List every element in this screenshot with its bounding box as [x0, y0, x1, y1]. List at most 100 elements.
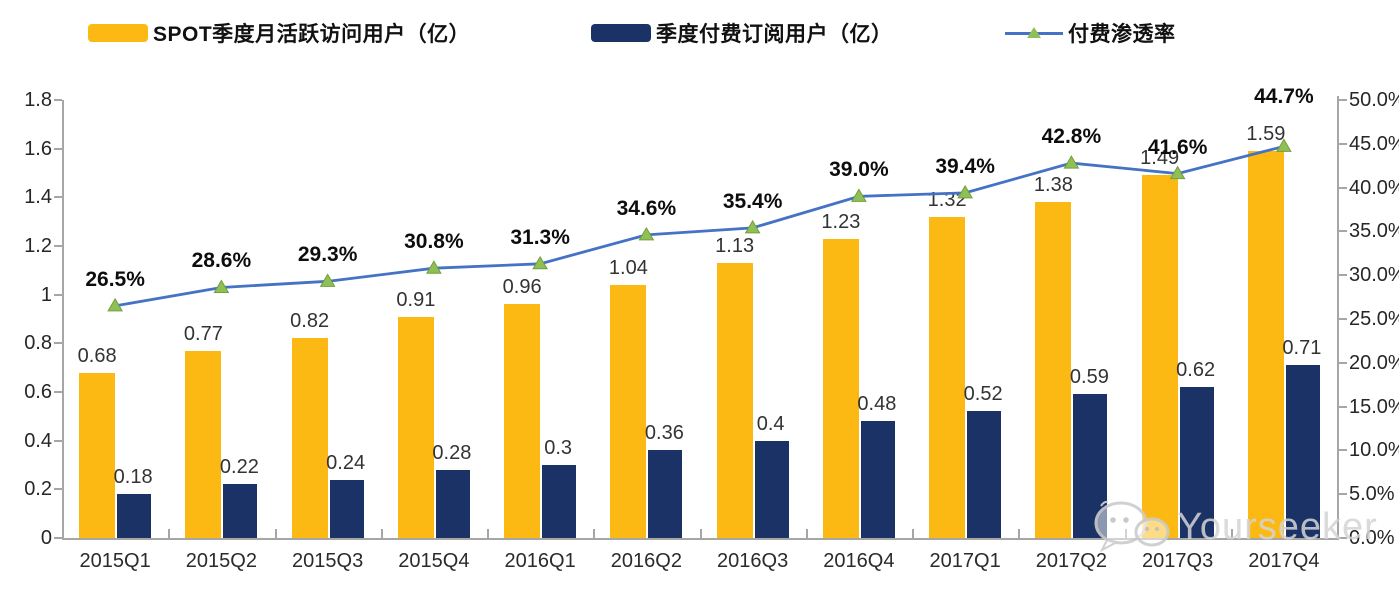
line-point-marker-icon [1276, 138, 1292, 152]
x-axis-tick [62, 529, 64, 538]
y-axis-right-label: 5.0% [1349, 483, 1395, 506]
y-axis-left-tick [54, 99, 62, 101]
y-axis-left-tick [54, 439, 62, 442]
y-axis-right-label: 45.0% [1349, 132, 1399, 155]
penetration-pct-label: 34.6% [616, 196, 677, 220]
penetration-pct-label: 35.4% [722, 189, 783, 213]
line-point-marker-icon [851, 188, 867, 202]
x-axis-tick [274, 529, 277, 538]
bar-subs [1073, 394, 1108, 538]
y-axis-right-tick [1339, 186, 1347, 189]
line-point-marker-icon [426, 260, 442, 274]
bar-subs [754, 440, 789, 538]
bar-mau [1247, 151, 1284, 538]
y-axis-right-label: 35.0% [1349, 220, 1399, 243]
y-axis-left-label: 0.8 [24, 332, 52, 355]
legend-label-subs: 季度付费订阅用户（亿） [656, 23, 893, 46]
x-axis-label: 2017Q4 [1248, 550, 1320, 572]
line-point-marker-icon [1169, 165, 1186, 180]
x-axis-tick [380, 529, 383, 538]
x-axis-label: 2016Q1 [504, 550, 576, 572]
x-axis-label: 2016Q3 [717, 550, 789, 572]
y-axis-right-label: 30.0% [1349, 264, 1399, 287]
bar-subs-value-label: 0.52 [963, 383, 1003, 406]
y-axis-left-label: 1.8 [24, 89, 52, 111]
bar-subs [1285, 365, 1320, 538]
line-point-marker-icon [213, 279, 230, 293]
x-axis-tick [699, 529, 702, 538]
bar-mau-value-label: 1.49 [1140, 147, 1180, 170]
bar-subs-value-label: 0.36 [644, 422, 684, 445]
penetration-pct-label: 29.3% [297, 243, 358, 267]
bar-subs-value-label: 0.24 [326, 451, 366, 474]
line-point-marker-icon [532, 255, 548, 270]
y-axis-left-label: 0.6 [24, 381, 52, 403]
bar-subs [648, 450, 683, 538]
bar-subs-value-label: 0.71 [1282, 337, 1322, 360]
bar-mau-value-label: 0.68 [77, 344, 117, 367]
y-axis-left-label: 1 [40, 283, 52, 306]
bar-subs-value-label: 0.22 [219, 456, 259, 479]
penetration-pct-label: 41.6% [1147, 135, 1208, 159]
x-axis-label: 2015Q3 [292, 550, 364, 572]
penetration-pct-label: 30.8% [404, 230, 464, 254]
mau-bar-swatch-icon [88, 24, 148, 42]
y-axis-right-tick [1339, 318, 1347, 320]
y-axis-left-label: 0.4 [24, 429, 52, 452]
bar-mau [716, 263, 753, 538]
bar-subs [967, 411, 1002, 538]
x-axis-tick [593, 529, 596, 538]
line-point-marker-icon [957, 184, 973, 199]
bar-mau [1035, 202, 1072, 538]
y-axis-left-tick [54, 245, 62, 247]
penetration-pct-label: 42.8% [1041, 125, 1102, 149]
y-axis-right-tick [1339, 274, 1347, 277]
y-axis-left-tick [54, 293, 62, 296]
y-axis-left-tick [54, 342, 62, 345]
y-axis-right-tick [1339, 405, 1347, 408]
x-axis-label: 2015Q1 [79, 550, 151, 572]
y-axis-left-label: 1.4 [24, 186, 52, 209]
bar-mau-value-label: 1.04 [608, 256, 648, 279]
bar-mau [822, 238, 859, 538]
subs-bar-swatch-icon [591, 24, 651, 42]
line-point-marker-icon [638, 226, 655, 241]
y-axis-left-tick [54, 537, 62, 539]
x-axis-label: 2016Q2 [610, 550, 682, 572]
x-axis-line [62, 538, 1339, 540]
legend-item-penetration: 付费渗透率 [1005, 18, 1176, 48]
line-point-marker-icon [107, 297, 123, 312]
penetration-pct-label: 44.7% [1254, 85, 1314, 109]
watermark-text: Yourseeker [1177, 505, 1378, 548]
y-axis-right-tick [1339, 449, 1347, 452]
bar-subs-value-label: 0.48 [857, 393, 897, 416]
bar-mau [1141, 175, 1178, 538]
bar-mau [185, 350, 222, 538]
penetration-pct-label: 31.3% [510, 225, 570, 249]
y-axis-right-label: 40.0% [1349, 176, 1399, 199]
bar-subs [860, 421, 895, 538]
bar-subs [117, 494, 152, 538]
bar-mau [610, 284, 647, 538]
penetration-line [107, 138, 1292, 312]
y-axis-right-label: 25.0% [1349, 308, 1399, 330]
x-axis-tick [805, 529, 808, 538]
legend-label-penetration: 付费渗透率 [1068, 23, 1176, 46]
x-axis-tick [1124, 529, 1127, 538]
bar-subs [329, 479, 364, 538]
y-axis-left-tick [54, 196, 62, 199]
y-axis-right-label: 0.0% [1349, 527, 1395, 549]
bar-subs [435, 469, 470, 538]
penetration-pct-label: 39.0% [829, 158, 889, 182]
bar-subs-value-label: 0.3 [544, 437, 573, 459]
legend-item-subs: 季度付费订阅用户（亿） [591, 18, 893, 48]
penetration-pct-label: 28.6% [191, 249, 252, 273]
bar-mau-value-label: 1.13 [715, 235, 755, 258]
x-axis-label: 2015Q4 [398, 550, 470, 572]
x-axis-label: 2015Q2 [185, 550, 257, 572]
legend-item-mau: SPOT季度月活跃访问用户（亿） [88, 18, 470, 48]
bar-mau [79, 372, 116, 538]
bar-mau-value-label: 1.59 [1246, 123, 1286, 146]
penetration-line-swatch-icon [1005, 24, 1063, 42]
